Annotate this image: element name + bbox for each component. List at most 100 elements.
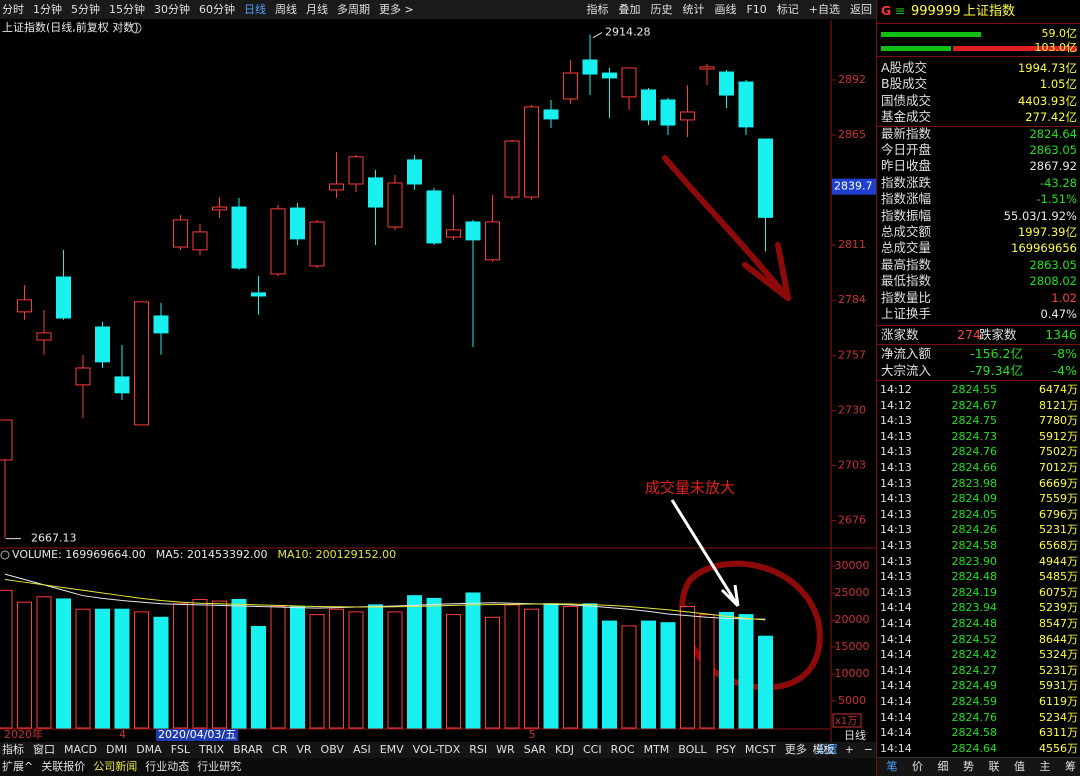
indicator-tab[interactable]: WR bbox=[496, 743, 515, 756]
indicator-tab[interactable]: ASI bbox=[353, 743, 371, 756]
indicator-tab[interactable]: 设置 bbox=[816, 743, 838, 756]
period-tab[interactable]: 1分钟 bbox=[33, 2, 62, 16]
volume-icon[interactable] bbox=[0, 550, 10, 560]
indicator-tab[interactable]: FSL bbox=[171, 743, 191, 756]
period-label: 日线 bbox=[844, 728, 866, 742]
period-tab[interactable]: 30分钟 bbox=[154, 2, 190, 16]
y-tick-label: 15000 bbox=[835, 640, 870, 653]
indicator-tab[interactable]: SAR bbox=[524, 743, 547, 756]
tick-volume: 8644万 bbox=[1039, 632, 1078, 646]
volume-bar bbox=[36, 596, 52, 729]
side-tab[interactable]: 联 bbox=[988, 760, 1000, 773]
stat-label: A股成交 bbox=[881, 60, 928, 75]
template-tab[interactable]: 模板 bbox=[813, 742, 835, 756]
period-tab[interactable]: 周线 bbox=[275, 2, 297, 16]
candle-body bbox=[407, 159, 422, 185]
indicator-tab[interactable]: KDJ bbox=[555, 743, 574, 756]
stat-value: 55.03/1.92% bbox=[1003, 208, 1077, 223]
tool-button[interactable]: 画线 bbox=[714, 2, 736, 16]
indicator-tab[interactable]: MCST bbox=[745, 743, 776, 756]
tick-time: 14:12 bbox=[880, 383, 912, 396]
flow-value: -156.2亿 bbox=[970, 346, 1023, 361]
title-icon[interactable] bbox=[130, 22, 142, 34]
indicator-tab[interactable]: BOLL bbox=[678, 743, 707, 756]
volume-bar bbox=[134, 611, 149, 729]
volume-bar bbox=[504, 604, 520, 729]
stat-value: 2863.05 bbox=[1029, 143, 1077, 157]
y-tick-label: 2757 bbox=[838, 348, 866, 361]
tick-price: 2824.48 bbox=[951, 617, 998, 630]
bottom-link[interactable]: 行业动态 bbox=[145, 760, 189, 773]
indicator-tab[interactable]: OBV bbox=[321, 743, 345, 756]
tick-time: 14:14 bbox=[880, 695, 912, 708]
tool-button[interactable]: 标记 bbox=[777, 2, 799, 16]
indicator-tab[interactable]: EMV bbox=[380, 743, 404, 756]
tick-volume: 6075万 bbox=[1039, 585, 1078, 599]
tool-button[interactable]: 叠加 bbox=[618, 3, 640, 16]
tool-button[interactable]: 历史 bbox=[650, 3, 672, 16]
candle-body bbox=[719, 71, 734, 96]
tick-price: 2824.59 bbox=[951, 695, 998, 708]
period-tab[interactable]: 15分钟 bbox=[109, 2, 145, 16]
period-tab[interactable]: 5分钟 bbox=[71, 2, 100, 16]
tool-button[interactable]: 返回 bbox=[850, 3, 872, 16]
indicator-tab[interactable]: MACD bbox=[64, 743, 97, 756]
volume-bar bbox=[485, 616, 500, 729]
candle-body bbox=[582, 59, 598, 75]
tool-button[interactable]: 指标 bbox=[586, 2, 608, 16]
side-tab[interactable]: 笔 bbox=[886, 760, 898, 773]
stat-value: 2808.02 bbox=[1029, 274, 1077, 289]
tick-volume: 6474万 bbox=[1039, 383, 1078, 396]
candle-body bbox=[680, 111, 695, 121]
bottom-link[interactable]: 关联报价 bbox=[41, 759, 85, 773]
chart-title: 上证指数(日线,前复权 对数) bbox=[2, 20, 139, 34]
period-tab[interactable]: 分时 bbox=[2, 3, 24, 16]
indicator-tab[interactable]: PSY bbox=[716, 743, 737, 756]
candle-body bbox=[329, 183, 344, 191]
side-tab[interactable]: 势 bbox=[963, 760, 974, 773]
side-tab[interactable]: 细 bbox=[937, 760, 949, 773]
indicator-tab[interactable]: 更多 bbox=[785, 742, 807, 756]
candle-body bbox=[660, 99, 676, 126]
y-tick-label: 2784 bbox=[838, 293, 866, 306]
side-tab[interactable]: 价 bbox=[912, 760, 923, 773]
period-tab[interactable]: 更多 > bbox=[379, 2, 414, 16]
indicator-tab[interactable]: 窗口 bbox=[33, 742, 55, 756]
period-tab[interactable]: 月线 bbox=[306, 2, 328, 16]
stat-value: 1.02 bbox=[1051, 290, 1077, 305]
indicator-tab[interactable]: 指标 bbox=[2, 742, 24, 756]
indicator-tab[interactable]: TRIX bbox=[198, 743, 225, 756]
template-tab[interactable]: − bbox=[864, 743, 873, 756]
indicator-tab[interactable]: RSI bbox=[469, 743, 487, 756]
breadth-value: 274 bbox=[957, 327, 981, 342]
indicator-tab[interactable]: DMI bbox=[106, 743, 127, 756]
volume-bar bbox=[563, 605, 578, 729]
template-tab[interactable]: + bbox=[845, 743, 854, 756]
x-label: 2020年 bbox=[4, 727, 43, 741]
indicator-tab[interactable]: VOL-TDX bbox=[413, 743, 461, 756]
tool-button[interactable]: 统计 bbox=[682, 3, 704, 16]
bottom-link[interactable]: 公司新闻 bbox=[93, 759, 137, 773]
candle-body bbox=[75, 367, 91, 386]
tick-time: 14:14 bbox=[880, 663, 912, 677]
side-tab[interactable]: 值 bbox=[1014, 760, 1025, 773]
stat-value: 1.05亿 bbox=[1039, 77, 1077, 92]
period-tab[interactable]: 日线 bbox=[244, 2, 266, 16]
indicator-tab[interactable]: MTM bbox=[644, 743, 670, 756]
tool-button[interactable]: F10 bbox=[746, 3, 766, 16]
indicator-tab[interactable]: BRAR bbox=[233, 743, 263, 756]
tool-button[interactable]: +自选 bbox=[809, 3, 840, 16]
bottom-link[interactable]: 扩展^ bbox=[2, 759, 33, 773]
side-tab[interactable]: 筹 bbox=[1065, 760, 1076, 773]
indicator-tab[interactable]: VR bbox=[296, 743, 312, 756]
indicator-tab[interactable]: ROC bbox=[611, 743, 635, 756]
period-tab[interactable]: 60分钟 bbox=[199, 2, 235, 16]
period-tab[interactable]: 多周期 bbox=[337, 2, 370, 16]
side-tab[interactable]: 主 bbox=[1039, 760, 1051, 773]
indicator-tab[interactable]: DMA bbox=[136, 743, 162, 756]
indicator-tab[interactable]: CR bbox=[272, 743, 288, 756]
volume-bar bbox=[621, 625, 637, 729]
candle-body bbox=[699, 66, 715, 70]
bottom-link[interactable]: 行业研究 bbox=[197, 759, 241, 773]
indicator-tab[interactable]: CCI bbox=[583, 743, 602, 756]
